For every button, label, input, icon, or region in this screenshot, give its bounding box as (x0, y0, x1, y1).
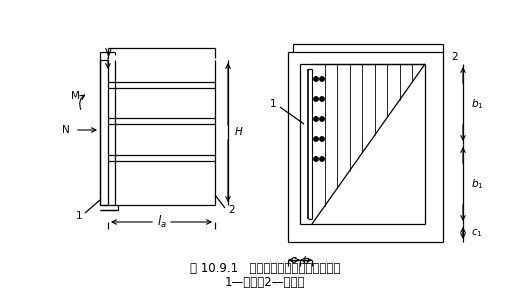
Circle shape (314, 97, 318, 101)
Text: 1—锚板；2—直锚筋: 1—锚板；2—直锚筋 (225, 277, 305, 289)
Circle shape (320, 97, 324, 101)
Text: $l_a$: $l_a$ (157, 214, 167, 230)
Text: 1: 1 (75, 211, 82, 221)
Text: H: H (235, 127, 243, 137)
Circle shape (314, 117, 318, 121)
Text: $b$: $b$ (302, 254, 310, 266)
Text: 1: 1 (269, 99, 276, 109)
Text: 图 10.9.1   由锚板和直锚筋组成的预埋件: 图 10.9.1 由锚板和直锚筋组成的预埋件 (190, 261, 340, 275)
Text: 2: 2 (228, 205, 235, 215)
Circle shape (314, 137, 318, 141)
Circle shape (314, 77, 318, 81)
Text: 2: 2 (451, 52, 457, 62)
Text: $b_1$: $b_1$ (471, 97, 483, 111)
Circle shape (320, 117, 324, 121)
Text: $c_1$: $c_1$ (471, 227, 483, 239)
Text: N: N (62, 125, 70, 135)
Text: $c$: $c$ (290, 255, 298, 265)
Circle shape (320, 137, 324, 141)
Circle shape (314, 157, 318, 161)
Circle shape (320, 77, 324, 81)
Text: $b_1$: $b_1$ (471, 177, 483, 191)
Circle shape (320, 157, 324, 161)
Text: V: V (104, 48, 111, 58)
Text: M: M (71, 91, 80, 101)
